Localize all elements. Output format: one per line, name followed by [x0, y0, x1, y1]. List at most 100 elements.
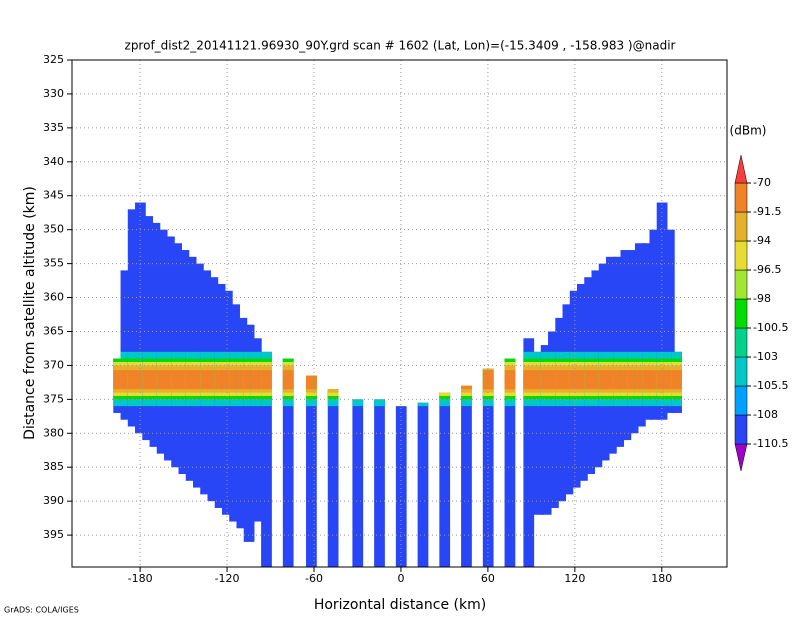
- colorbar-box: [734, 327, 748, 358]
- swath-column: [127, 209, 139, 427]
- colorbar-box: [734, 269, 748, 300]
- band-layer: [663, 370, 675, 390]
- chart-title: zprof_dist2_20141121.96930_90Y.grd scan …: [125, 39, 676, 53]
- swath-column: [306, 375, 317, 567]
- swath-column: [649, 229, 661, 420]
- y-tick-label: 355: [43, 257, 64, 270]
- band-layer: [569, 370, 581, 390]
- swath-column: [352, 399, 364, 567]
- swath-column: [634, 243, 646, 427]
- band-layer: [250, 370, 262, 390]
- band-layer: [113, 370, 125, 390]
- y-tick-label: 335: [43, 121, 64, 134]
- band-layer: [282, 370, 294, 390]
- x-tick-label: -120: [215, 572, 240, 585]
- y-tick-label: 380: [43, 426, 64, 439]
- swath-column: [243, 324, 255, 542]
- colorbar-tick-label: -108: [753, 408, 778, 421]
- swath-column: [395, 406, 407, 567]
- band-layer: [142, 370, 154, 390]
- swath-column: [142, 216, 154, 441]
- swath-column: [548, 331, 559, 508]
- swath-column: [642, 243, 653, 420]
- band-layer: [229, 370, 240, 390]
- swath-column: [120, 270, 132, 420]
- y-tick-label: 390: [43, 494, 64, 507]
- band-layer: [591, 370, 603, 390]
- band-layer: [193, 370, 204, 390]
- band-layer: [533, 370, 545, 390]
- band-layer: [555, 370, 567, 390]
- colorbar-box: [734, 182, 748, 213]
- swath-column: [236, 317, 248, 529]
- x-tick-label: 120: [564, 572, 585, 585]
- band-layer: [374, 399, 385, 407]
- band-layer: [634, 370, 646, 390]
- band-layer: [656, 370, 668, 390]
- band-layer: [171, 370, 183, 390]
- swath-column: [656, 202, 668, 420]
- y-tick-label: 395: [43, 528, 64, 541]
- band-layer: [120, 370, 132, 390]
- band-layer: [135, 370, 146, 390]
- swath-column: [555, 317, 567, 502]
- swath-column: [417, 402, 429, 567]
- band-layer: [156, 370, 168, 390]
- band-layer: [439, 392, 451, 396]
- x-tick-label: 0: [397, 572, 404, 585]
- field: [113, 202, 682, 567]
- y-tick-label: 345: [43, 189, 64, 202]
- swath-column: [482, 368, 494, 567]
- y-tick-label: 325: [43, 53, 64, 66]
- band-layer: [306, 375, 317, 390]
- band-layer: [164, 370, 175, 390]
- band-layer: [540, 370, 552, 390]
- colorbar-tick-label: -96.5: [753, 263, 781, 276]
- y-tick-label: 330: [43, 87, 64, 100]
- band-layer: [482, 370, 494, 390]
- band-layer: [127, 370, 139, 390]
- band-layer: [185, 370, 197, 390]
- x-tick-label: -60: [305, 572, 323, 585]
- swath-column: [620, 250, 632, 441]
- swath-column: [229, 304, 240, 522]
- band-layer: [620, 370, 632, 390]
- swath-column: [261, 351, 272, 567]
- colorbar-box: [734, 414, 748, 445]
- band-layer: [504, 370, 516, 390]
- colorbar-box: [734, 211, 748, 242]
- band-layer: [461, 385, 472, 390]
- colorbar-tick-label: -94: [753, 234, 771, 247]
- swath-column: [504, 358, 516, 567]
- band-layer: [598, 370, 610, 390]
- band-layer: [649, 370, 661, 390]
- swath-column: [164, 236, 175, 461]
- credit: GrADS: COLA/IGES: [4, 606, 79, 615]
- band-layer: [261, 370, 272, 390]
- colorbar-end: [734, 443, 748, 472]
- colorbar-box: [734, 356, 748, 387]
- colorbar-box: [734, 298, 748, 329]
- swath-column: [156, 229, 168, 454]
- band-layer: [352, 399, 364, 407]
- colorbar-box: [734, 240, 748, 271]
- band-layer: [548, 370, 559, 390]
- swath-column: [374, 399, 385, 567]
- y-tick-label: 375: [43, 392, 64, 405]
- colorbar-tick-label: -103: [753, 350, 778, 363]
- band-layer: [178, 370, 190, 390]
- plot-frame: [71, 59, 728, 568]
- swath-column: [627, 250, 639, 434]
- band-layer: [243, 370, 255, 390]
- swath-column: [540, 345, 552, 515]
- band-layer: [605, 370, 617, 390]
- band-layer: [200, 370, 211, 390]
- band-layer: [236, 370, 248, 390]
- x-axis-label: Horizontal distance (km): [314, 597, 486, 613]
- band-layer: [577, 370, 588, 390]
- band-layer: [327, 389, 339, 393]
- band-layer: [149, 370, 161, 390]
- swath-column: [523, 338, 535, 567]
- swath-column: [461, 385, 472, 567]
